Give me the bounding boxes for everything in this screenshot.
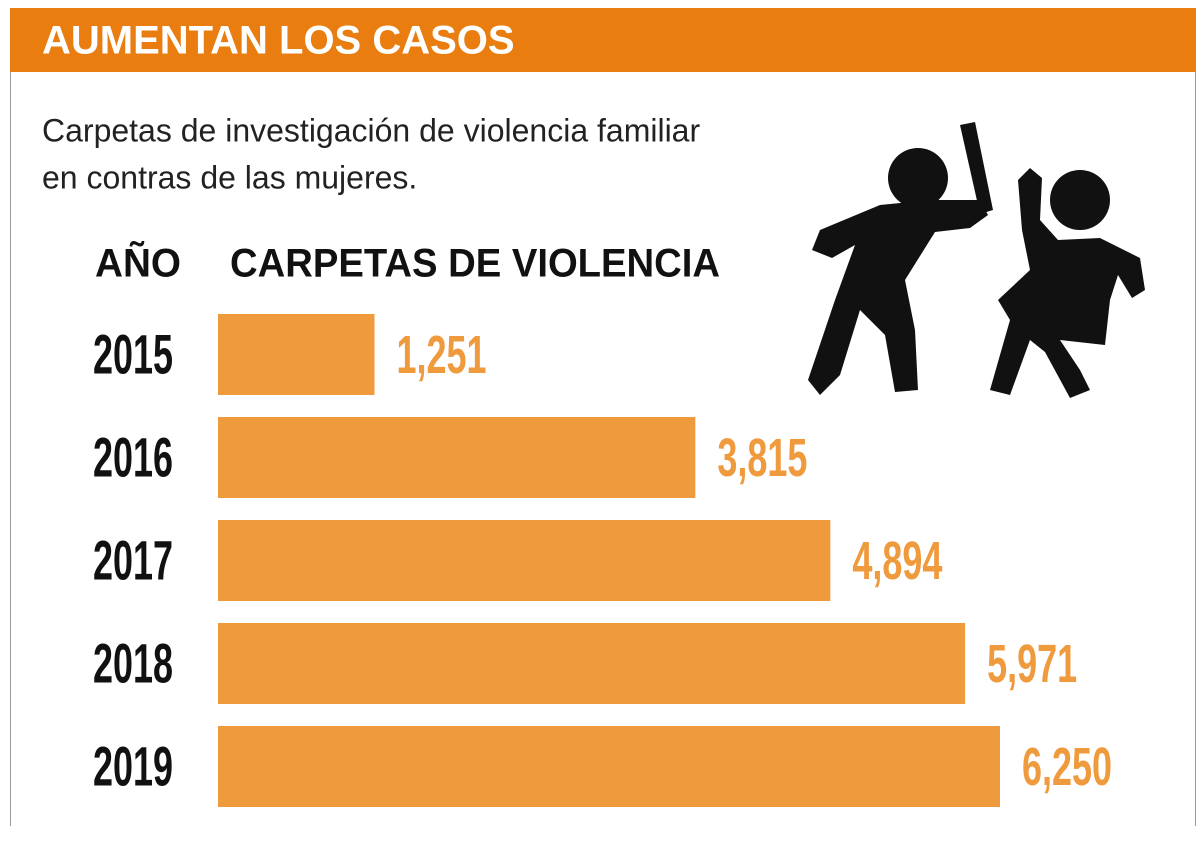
bar (218, 314, 375, 395)
value-label: 5,971 (987, 634, 1077, 694)
violence-icon (808, 122, 1145, 398)
category-label: 2019 (93, 734, 173, 797)
category-label: 2018 (93, 631, 173, 694)
chart-title: AUMENTAN LOS CASOS (42, 19, 515, 63)
bar (218, 417, 696, 498)
category-label: 2016 (93, 425, 173, 488)
value-label: 3,815 (717, 428, 807, 488)
bar (218, 520, 831, 601)
value-label: 4,894 (852, 531, 942, 591)
value-header: CARPETAS DE VIOLENCIA (230, 242, 720, 286)
subtitle: Carpetas de investigación de violencia f… (42, 112, 700, 148)
category-label: 2017 (93, 528, 173, 591)
subtitle: en contras de las mujeres. (42, 159, 417, 195)
value-label: 1,251 (397, 325, 487, 385)
bar (218, 726, 1000, 807)
header-band (10, 8, 1196, 72)
category-header: AÑO (95, 240, 181, 286)
value-label: 6,250 (1022, 737, 1112, 797)
bar (218, 623, 966, 704)
category-label: 2015 (93, 322, 173, 385)
